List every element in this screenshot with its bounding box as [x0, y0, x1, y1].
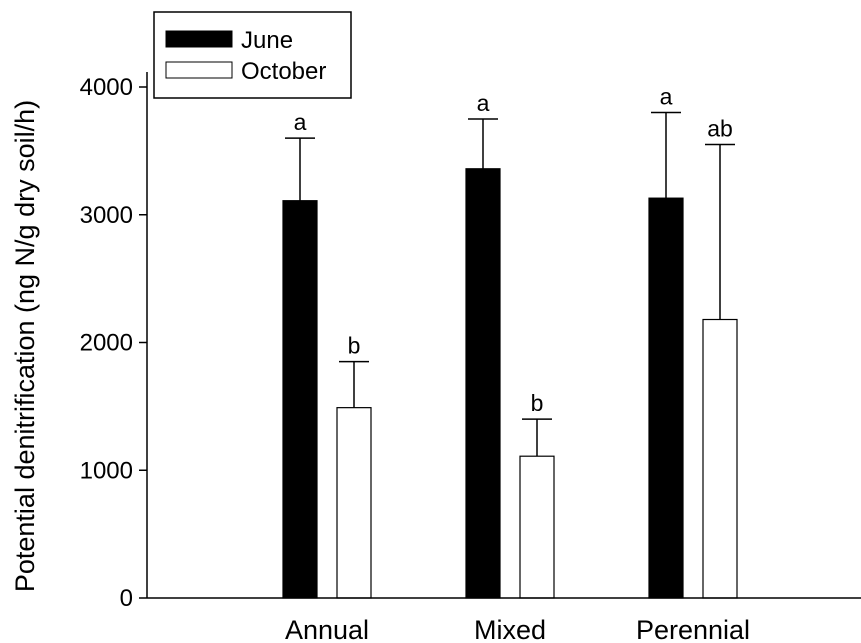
significance-letter: a — [660, 84, 673, 110]
legend-swatch-october — [165, 61, 233, 79]
bar-october-mixed — [519, 455, 555, 599]
legend-box — [153, 11, 352, 99]
bar-june-perennial — [648, 197, 684, 599]
category-labels: Annual Mixed Perennial — [285, 615, 750, 643]
bars-layer — [282, 168, 738, 599]
significance-letter: a — [477, 90, 490, 116]
y-tick-label: 0 — [120, 585, 133, 612]
bar-june-annual — [282, 200, 318, 599]
legend-swatch-june — [165, 30, 233, 48]
y-axis-title: Potential denitrification (ng N/g dry so… — [10, 100, 40, 592]
axes — [146, 72, 861, 599]
y-tick-label: 4000 — [80, 74, 133, 101]
bar-october-annual — [336, 407, 372, 599]
y-tick-label: 2000 — [80, 330, 133, 357]
significance-letter: b — [531, 390, 544, 416]
significance-letter: ab — [707, 115, 733, 141]
category-label: Annual — [285, 615, 369, 643]
category-label: Mixed — [474, 615, 546, 643]
significance-letter: a — [294, 109, 307, 135]
bar-october-perennial — [702, 318, 738, 599]
bar-june-mixed — [465, 168, 501, 599]
legend: June October — [153, 11, 352, 99]
legend-label-october: October — [241, 58, 326, 85]
y-tick-label: 1000 — [80, 457, 133, 484]
category-label: Perennial — [636, 615, 750, 643]
y-tick-label: 3000 — [80, 202, 133, 229]
legend-label-june: June — [241, 27, 293, 54]
significance-letter: b — [348, 333, 361, 359]
error-bars-layer — [285, 111, 735, 457]
y-ticks: 0 1000 2000 3000 4000 — [80, 74, 147, 612]
